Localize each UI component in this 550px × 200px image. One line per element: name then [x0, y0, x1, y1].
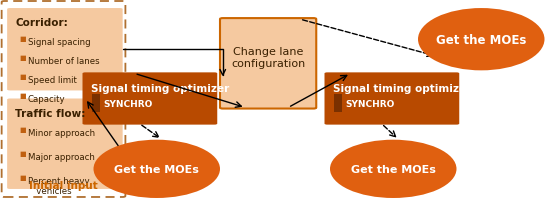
Text: Corridor:: Corridor: — [15, 18, 68, 28]
FancyBboxPatch shape — [82, 73, 217, 125]
FancyBboxPatch shape — [324, 73, 459, 125]
Text: ■: ■ — [20, 55, 26, 61]
Text: Signal timing optimizer: Signal timing optimizer — [91, 84, 229, 94]
Text: Traffic flow:: Traffic flow: — [15, 108, 86, 118]
Text: ■: ■ — [20, 36, 26, 42]
Text: ■: ■ — [20, 93, 26, 99]
Text: Get the MOEs: Get the MOEs — [351, 164, 436, 174]
Text: ■: ■ — [20, 74, 26, 80]
Text: Signal spacing: Signal spacing — [28, 38, 90, 47]
Ellipse shape — [418, 9, 544, 71]
FancyBboxPatch shape — [220, 19, 316, 109]
Text: Capacity: Capacity — [28, 95, 65, 104]
Text: SYNCHRO: SYNCHRO — [345, 100, 395, 108]
Text: Get the MOEs: Get the MOEs — [114, 164, 199, 174]
Text: Speed limit: Speed limit — [28, 76, 76, 85]
Ellipse shape — [330, 140, 456, 198]
Text: Signal timing optimizer: Signal timing optimizer — [333, 84, 471, 94]
Bar — [92, 95, 100, 112]
Text: Major approach: Major approach — [28, 152, 95, 161]
Text: SYNCHRO: SYNCHRO — [103, 100, 153, 108]
Text: Get the MOEs: Get the MOEs — [436, 34, 526, 46]
Ellipse shape — [94, 140, 220, 198]
FancyBboxPatch shape — [7, 9, 123, 91]
Text: Number of lanes: Number of lanes — [28, 57, 99, 66]
FancyBboxPatch shape — [7, 99, 123, 189]
Text: Change lane
configuration: Change lane configuration — [231, 47, 305, 69]
Text: ■: ■ — [20, 150, 26, 156]
Text: Initial input: Initial input — [29, 180, 98, 190]
Text: Percent heavy
   vehicles: Percent heavy vehicles — [28, 176, 89, 195]
Text: ■: ■ — [20, 126, 26, 132]
Text: Minor approach: Minor approach — [28, 128, 95, 137]
Bar — [334, 95, 342, 112]
Text: ■: ■ — [20, 174, 26, 180]
